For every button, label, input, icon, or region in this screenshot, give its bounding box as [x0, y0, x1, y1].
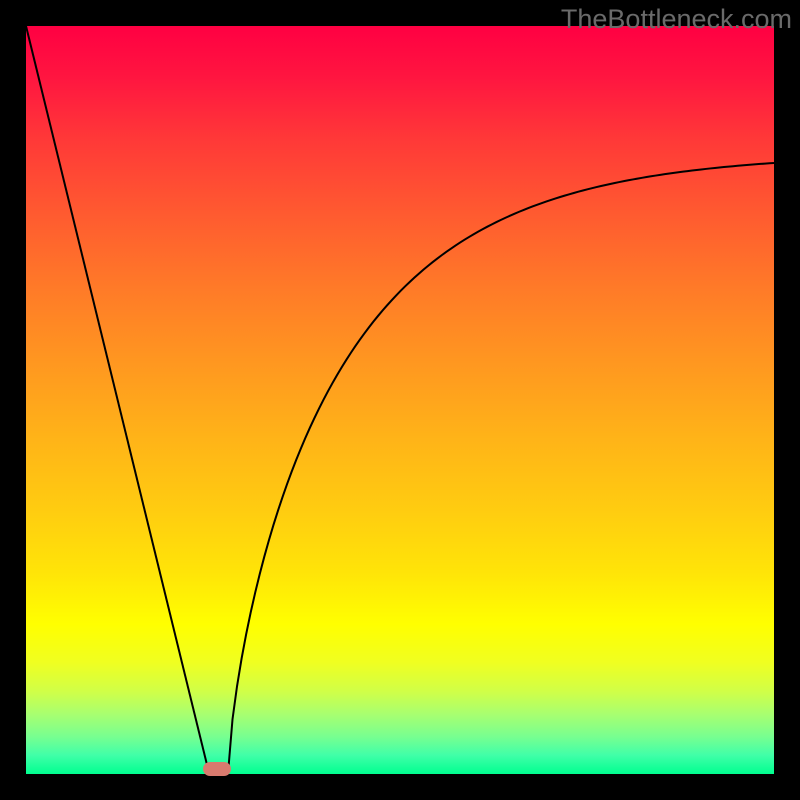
plot-area [26, 26, 774, 774]
curve-left-branch [26, 26, 209, 774]
curve-right-branch [228, 163, 774, 774]
chart-container: TheBottleneck.com [0, 0, 800, 800]
watermark-text: TheBottleneck.com [561, 4, 792, 35]
optimal-point-marker [203, 762, 231, 776]
bottleneck-curve [26, 26, 774, 774]
